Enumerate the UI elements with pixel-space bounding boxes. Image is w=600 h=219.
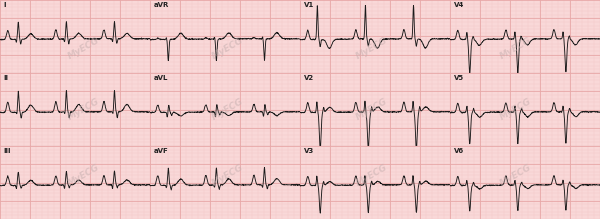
Text: I: I	[4, 2, 6, 8]
Text: V2: V2	[304, 75, 314, 81]
Text: aVF: aVF	[154, 148, 169, 154]
Text: MyECG: MyECG	[355, 35, 389, 61]
Text: V3: V3	[304, 148, 314, 154]
Text: MyECG: MyECG	[499, 97, 533, 122]
Text: MyECG: MyECG	[211, 97, 245, 122]
Text: aVR: aVR	[154, 2, 169, 8]
Text: MyECG: MyECG	[355, 162, 389, 188]
Text: MyECG: MyECG	[499, 35, 533, 61]
Text: MyECG: MyECG	[211, 35, 245, 61]
Text: MyECG: MyECG	[67, 97, 101, 122]
Text: aVL: aVL	[154, 75, 168, 81]
Text: III: III	[4, 148, 11, 154]
Text: MyECG: MyECG	[67, 162, 101, 188]
Text: MyECG: MyECG	[355, 97, 389, 122]
Text: II: II	[4, 75, 9, 81]
Text: V4: V4	[454, 2, 464, 8]
Text: MyECG: MyECG	[211, 162, 245, 188]
Text: MyECG: MyECG	[67, 35, 101, 61]
Text: MyECG: MyECG	[499, 162, 533, 188]
Text: V1: V1	[304, 2, 314, 8]
Text: V5: V5	[454, 75, 464, 81]
Text: V6: V6	[454, 148, 464, 154]
